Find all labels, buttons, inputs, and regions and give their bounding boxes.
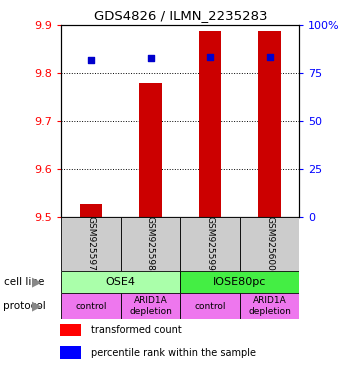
- Bar: [121, 217, 180, 271]
- Bar: [199, 31, 221, 217]
- Text: protocol: protocol: [4, 301, 46, 311]
- Bar: [180, 293, 240, 319]
- Bar: [180, 217, 240, 271]
- Point: [148, 55, 153, 61]
- Bar: [258, 31, 281, 217]
- Bar: [61, 217, 121, 271]
- Text: cell line: cell line: [4, 277, 44, 287]
- Point: [267, 54, 272, 60]
- Bar: [80, 204, 102, 217]
- Bar: [180, 271, 299, 293]
- Text: ▶: ▶: [32, 275, 42, 288]
- Text: percentile rank within the sample: percentile rank within the sample: [91, 348, 256, 358]
- Bar: [60, 324, 80, 336]
- Bar: [139, 83, 162, 217]
- Title: GDS4826 / ILMN_2235283: GDS4826 / ILMN_2235283: [93, 9, 267, 22]
- Bar: [240, 217, 299, 271]
- Bar: [121, 293, 180, 319]
- Text: GSM925599: GSM925599: [205, 217, 215, 271]
- Point: [207, 54, 213, 60]
- Bar: [240, 293, 299, 319]
- Text: transformed count: transformed count: [91, 325, 182, 335]
- Bar: [61, 293, 121, 319]
- Text: ARID1A
depletion: ARID1A depletion: [129, 296, 172, 316]
- Text: GSM925600: GSM925600: [265, 217, 274, 271]
- Point: [88, 58, 94, 64]
- Bar: [60, 346, 80, 359]
- Text: ▶: ▶: [32, 300, 42, 313]
- Text: GSM925597: GSM925597: [86, 217, 96, 271]
- Text: control: control: [194, 301, 226, 311]
- Text: ARID1A
depletion: ARID1A depletion: [248, 296, 291, 316]
- Text: GSM925598: GSM925598: [146, 217, 155, 271]
- Text: control: control: [75, 301, 107, 311]
- Text: IOSE80pc: IOSE80pc: [213, 277, 266, 287]
- Bar: [61, 271, 180, 293]
- Text: OSE4: OSE4: [106, 277, 136, 287]
